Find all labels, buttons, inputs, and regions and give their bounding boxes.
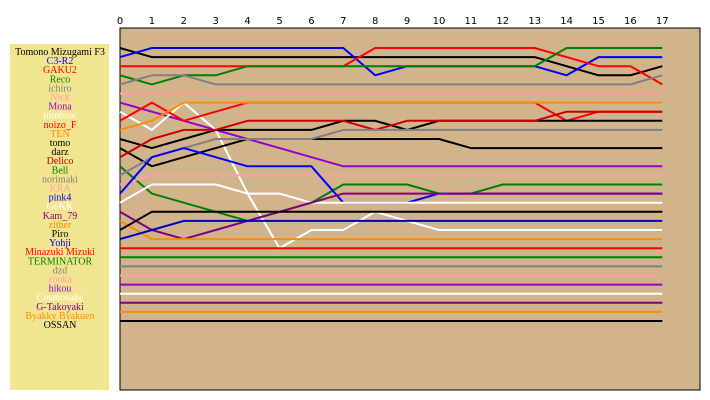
x-tick-label: 15 <box>592 16 605 27</box>
legend-entry: Tomono Mizugami F3 <box>15 47 105 58</box>
legend-panel <box>10 44 109 390</box>
legend-entry: dzd <box>53 265 67 276</box>
series-line <box>119 210 663 231</box>
series-line <box>119 128 663 177</box>
series-line <box>120 47 663 86</box>
legend-entry: Reco <box>50 74 71 85</box>
legend-entry: Nick <box>50 93 69 104</box>
legend-entry: Minazuki Mizuki <box>25 247 95 258</box>
x-tick-label: 13 <box>528 16 541 27</box>
x-tick-label: 5 <box>276 16 282 27</box>
series-line <box>119 74 663 86</box>
series-line <box>119 192 663 241</box>
legend-entry: norimaki <box>42 174 78 185</box>
legend-entry: Yohji <box>49 238 71 249</box>
legend-entry: C3-R2 <box>47 56 74 67</box>
legend-entry: Mona <box>48 102 72 113</box>
plot-area <box>119 27 701 391</box>
x-tick-label: 14 <box>560 16 573 27</box>
series-line <box>119 174 663 186</box>
x-tick-label: 12 <box>496 16 509 27</box>
series-line <box>119 47 663 77</box>
series-line <box>119 110 663 159</box>
series-line <box>119 101 663 131</box>
series-line <box>119 220 663 241</box>
x-tick-label: 1 <box>149 16 155 27</box>
series-line <box>119 47 663 77</box>
legend-entry: darz <box>51 147 69 158</box>
legend-entry: Piro <box>52 229 69 240</box>
legend-entry: Delico <box>47 156 74 167</box>
legend-entry: Byakky Byakuen <box>25 311 94 322</box>
series-line <box>119 47 663 86</box>
legend-entry: zooka <box>48 275 72 286</box>
legend-entry: pink4 <box>49 193 72 204</box>
series-line <box>119 183 663 204</box>
x-tick-label: 0 <box>117 16 123 27</box>
legend-entry: TEN <box>50 129 69 140</box>
legend-entry: tomo <box>50 138 71 149</box>
x-tick-label: 11 <box>465 16 478 27</box>
legend-entry: KRA <box>49 184 71 195</box>
x-tick-label: 16 <box>624 16 637 27</box>
x-tick-label: 6 <box>308 16 314 27</box>
series-line <box>119 219 663 241</box>
series-line <box>119 138 663 168</box>
x-tick-label: 3 <box>213 16 219 27</box>
legend-entry: zither <box>49 220 72 231</box>
legend-entry: Bell <box>52 165 69 176</box>
legend-entry: GAKU2 <box>43 65 77 76</box>
x-tick-label: 10 <box>433 16 446 27</box>
x-tick-label: 17 <box>656 16 669 27</box>
x-tick-label: 4 <box>244 16 250 27</box>
series-line <box>119 165 663 222</box>
legend-entry: Kam_79 <box>43 211 77 222</box>
legend-entry: hikou <box>49 284 72 295</box>
legend-entry: G-Takoyaki <box>36 302 84 313</box>
series-line <box>119 101 663 250</box>
legend-entry: ichiro <box>48 83 71 94</box>
legend-entry: noizo_F <box>44 120 77 131</box>
x-tick-label: 9 <box>404 16 410 27</box>
x-tick-label: 8 <box>372 16 378 27</box>
x-tick-label: 2 <box>181 16 187 27</box>
legend-entry: TERMINATOR <box>28 256 93 267</box>
legend-entry: OSSAN <box>44 320 77 331</box>
series-line <box>119 101 663 168</box>
legend-entry: tombow <box>44 111 78 122</box>
legend-entry: Cosmosuke <box>37 293 84 304</box>
x-tick-label: 7 <box>340 16 346 27</box>
legend-entry: GoKK <box>47 202 74 213</box>
